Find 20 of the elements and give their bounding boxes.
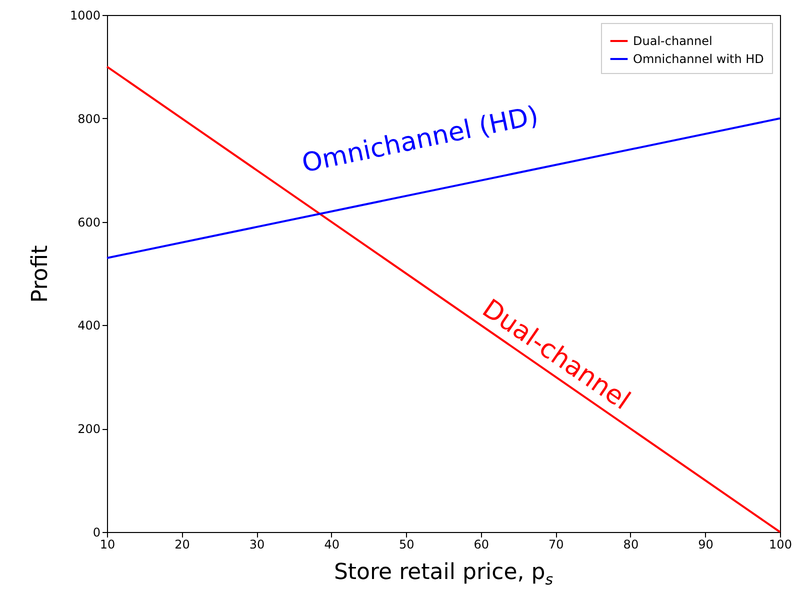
x-tick-label: 90 <box>698 538 714 552</box>
x-tick-label: 20 <box>174 538 190 552</box>
x-tick-label: 60 <box>474 538 490 552</box>
x-axis-title: Store retail price, p$_{s}$ <box>332 560 554 588</box>
x-tick-label: 100 <box>769 538 792 552</box>
y-tick-label: 600 <box>78 215 100 230</box>
legend-label: Omnichannel with HD <box>633 52 764 66</box>
x-tick-label: 80 <box>623 538 639 552</box>
x-tick-label: 70 <box>548 538 564 552</box>
y-tick-label: 800 <box>78 112 100 126</box>
x-tick-label: 10 <box>100 538 116 552</box>
x-tick-label: 40 <box>324 538 340 552</box>
y-axis-title: Profit <box>28 244 53 303</box>
y-tick-label: 400 <box>78 318 100 333</box>
x-tick-label: 30 <box>249 538 265 552</box>
x-tick-label: 50 <box>398 538 414 552</box>
y-tick-label: 0 <box>92 526 100 540</box>
y-tick-label: 1000 <box>70 8 100 22</box>
legend-label: Dual-channel <box>633 34 712 48</box>
y-tick-label: 200 <box>78 422 100 436</box>
